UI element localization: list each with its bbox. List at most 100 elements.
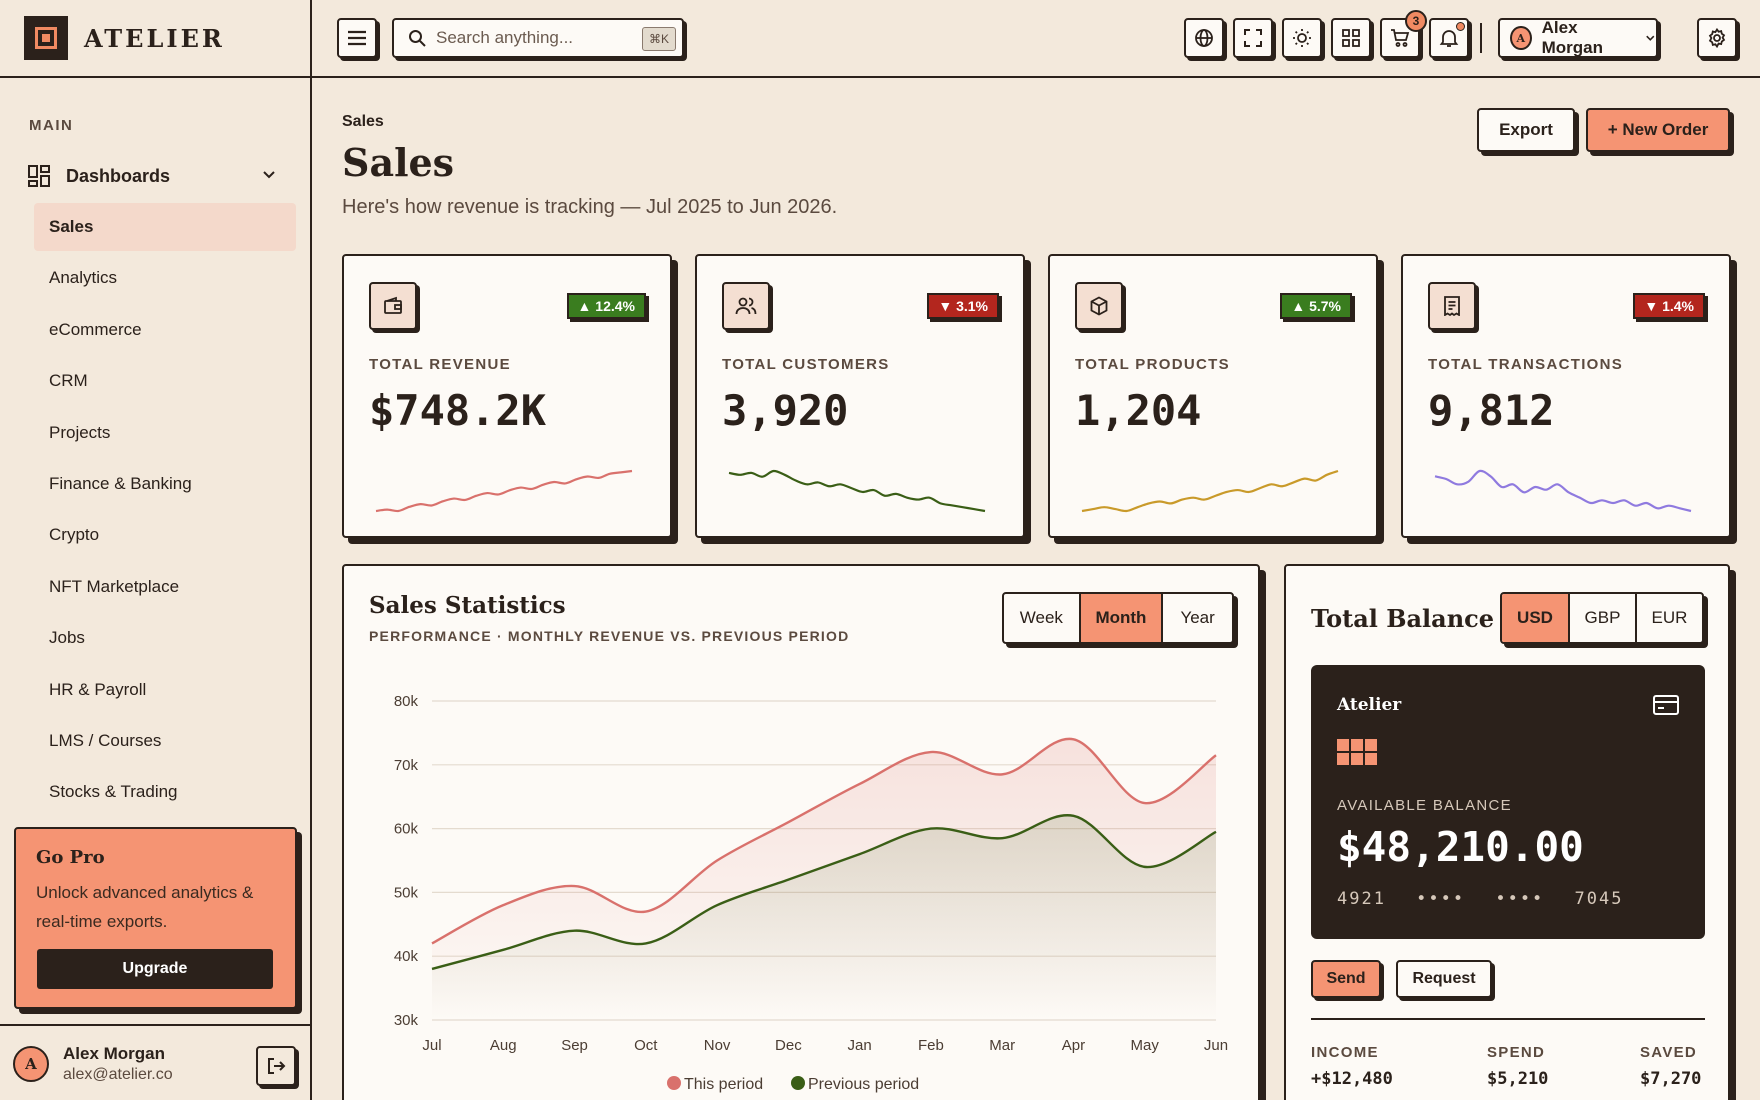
series-area: [432, 815, 1216, 1020]
kpi-card-products: ▲ 5.7% TOTAL PRODUCTS 1,204: [1048, 254, 1378, 538]
currency-gbp[interactable]: GBP: [1570, 594, 1637, 642]
sidebar-item-sales[interactable]: Sales: [34, 203, 296, 251]
series-line: [431, 737, 1217, 945]
y-tick-label: 70k: [394, 757, 419, 774]
notifications-button[interactable]: [1429, 18, 1469, 58]
menu-button[interactable]: [337, 18, 377, 58]
brand-name: ATELIER: [84, 23, 225, 53]
fullscreen-icon: [1244, 29, 1262, 47]
card-number: 4921 •••• •••• 7045: [1337, 889, 1624, 909]
sidebar-item-analytics[interactable]: Analytics: [49, 268, 118, 288]
currency-eur[interactable]: EUR: [1651, 608, 1688, 627]
sidebar: ATELIER MAIN Dashboards Sales Analytics eC…: [0, 0, 312, 1100]
period-month[interactable]: Month: [1080, 594, 1164, 642]
users-icon: [722, 282, 770, 330]
sparkline: [1434, 469, 1692, 513]
kpi-card-transactions: ▼ 1.4% TOTAL TRANSACTIONS 9,812: [1401, 254, 1731, 538]
settings-button[interactable]: [1697, 18, 1737, 58]
sidebar-item-jobs[interactable]: Jobs: [49, 628, 85, 648]
period-week[interactable]: Week: [1004, 594, 1081, 642]
available-balance-label: AVAILABLE BALANCE: [1337, 797, 1512, 814]
x-tick-label: Dec: [775, 1037, 802, 1054]
panel-title: Total Balance: [1311, 604, 1495, 633]
export-button[interactable]: Export: [1477, 108, 1575, 152]
logo-icon: [24, 16, 68, 60]
y-tick-label: 50k: [394, 884, 419, 901]
breadcrumb[interactable]: Sales: [342, 113, 384, 130]
series-line: [431, 814, 1217, 971]
logout-button[interactable]: [256, 1046, 296, 1086]
search-box[interactable]: ⌘K: [392, 18, 684, 58]
sidebar-user: A Alex Morgan alex@atelier.co: [0, 1024, 310, 1100]
bell-icon: [1439, 30, 1459, 47]
nav-dashboards-label: Dashboards: [66, 165, 171, 186]
new-order-button[interactable]: + New Order: [1586, 108, 1730, 152]
sparkline: [375, 469, 633, 513]
page-title: Sales: [342, 140, 455, 185]
x-tick-label: May: [1131, 1037, 1160, 1054]
sparkline-series: [1434, 469, 1692, 513]
spend-stat: SPEND $5,210: [1487, 1044, 1548, 1089]
language-button[interactable]: [1184, 18, 1224, 58]
currency-usd[interactable]: USD: [1502, 594, 1570, 642]
saved-value: $7,270: [1640, 1069, 1702, 1089]
x-tick-label: Jul: [422, 1037, 441, 1054]
legend-swatch: [791, 1076, 805, 1090]
change-badge: ▲ 12.4%: [566, 293, 646, 319]
apps-button[interactable]: [1331, 18, 1371, 58]
request-button[interactable]: Request: [1396, 960, 1492, 998]
sidebar-item-nft-marketplace[interactable]: NFT Marketplace: [49, 576, 180, 596]
period-year[interactable]: Year: [1180, 608, 1215, 627]
kpi-label: TOTAL PRODUCTS: [1075, 356, 1230, 373]
fullscreen-button[interactable]: [1233, 18, 1273, 58]
y-tick-label: 40k: [394, 948, 419, 965]
legend-swatch: [667, 1076, 681, 1090]
kpi-label: TOTAL REVENUE: [369, 356, 511, 373]
sidebar-item-hr-payroll[interactable]: HR & Payroll: [49, 679, 147, 699]
change-badge: ▲ 5.7%: [1280, 293, 1352, 319]
user-menu[interactable]: A Alex Morgan: [1498, 18, 1658, 58]
currency-selector: USD GBP EUR: [1500, 592, 1704, 644]
change-badge: ▼ 3.1%: [927, 293, 999, 319]
brand[interactable]: ATELIER: [0, 0, 310, 78]
x-tick-label: Jan: [848, 1037, 872, 1054]
sun-icon: [1293, 29, 1311, 47]
top-bar: ⌘K 3 A Alex Morgan: [312, 0, 1760, 78]
sidebar-item-finance-banking[interactable]: Finance & Banking: [49, 474, 192, 493]
send-button[interactable]: Send: [1311, 960, 1381, 998]
sidebar-item-ecommerce[interactable]: eCommerce: [49, 319, 142, 339]
kpi-label: TOTAL TRANSACTIONS: [1428, 356, 1624, 373]
search-shortcut: ⌘K: [641, 27, 676, 51]
sidebar-item-crypto[interactable]: Crypto: [49, 525, 100, 545]
income-value: +$12,480: [1311, 1069, 1393, 1089]
bank-card: Atelier AVAILABLE BALANCE $48,210.00 492…: [1311, 665, 1705, 939]
nav-dashboards-toggle[interactable]: Dashboards: [28, 161, 284, 191]
card-chip-icon: [1337, 739, 1377, 765]
avatar[interactable]: A: [13, 1046, 49, 1082]
sidebar-item-stocks-trading[interactable]: Stocks & Trading: [49, 782, 178, 802]
upgrade-button[interactable]: Upgrade: [37, 949, 273, 989]
chevron-down-icon: [263, 171, 275, 179]
divider: [1311, 1018, 1705, 1020]
card-brand: Atelier: [1337, 695, 1402, 715]
sidebar-item-lms-courses[interactable]: LMS / Courses: [49, 731, 162, 750]
chevron-down-icon: [1646, 35, 1655, 41]
sales-statistics-panel: 30k 40k 50k 60k 70k 80k Jul Aug Sep Oct Nov Dec Jan F…: [342, 564, 1260, 1100]
panel-title: Sales Statistics: [369, 592, 566, 619]
go-pro-panel: Go Pro Unlock advanced analytics & real-…: [14, 827, 297, 1009]
x-tick-label: Nov: [704, 1037, 731, 1054]
search-icon: [409, 30, 426, 47]
cart-button[interactable]: 3: [1380, 10, 1427, 58]
theme-toggle-button[interactable]: [1282, 18, 1322, 58]
x-tick-label: Apr: [1062, 1037, 1085, 1054]
sidebar-item-crm[interactable]: CRM: [49, 371, 88, 391]
y-tick-label: 60k: [394, 821, 419, 838]
x-tick-label: Mar: [989, 1037, 1015, 1054]
globe-icon: [1195, 29, 1213, 47]
sidebar-item-projects[interactable]: Projects: [49, 422, 111, 442]
receipt-icon: [1428, 282, 1476, 330]
legend-label: This period: [684, 1076, 763, 1093]
search-input[interactable]: [436, 28, 626, 48]
user-menu-name: Alex Morgan: [1541, 18, 1603, 57]
gear-icon: [1708, 28, 1726, 48]
